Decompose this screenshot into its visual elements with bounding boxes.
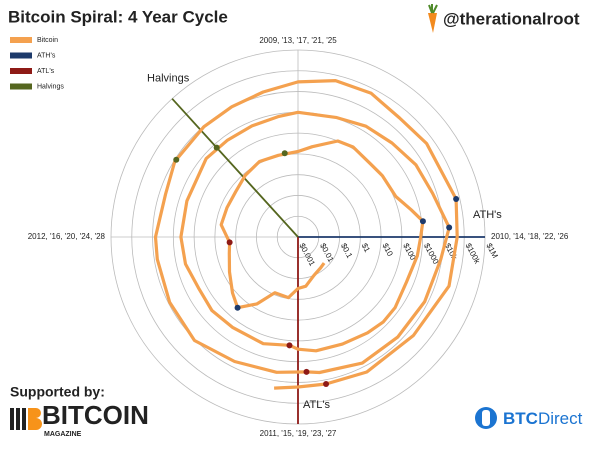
event-point — [453, 196, 460, 203]
event-point — [303, 368, 310, 375]
event-point — [226, 239, 233, 246]
legend-label: Halvings — [37, 83, 64, 90]
r-tick-label: $1 — [360, 242, 372, 255]
reference-label: Halvings — [147, 73, 190, 85]
r-tick-label: $10 — [380, 242, 394, 258]
angle-tick-label: 2012, '16, '20, '24, '28 — [28, 232, 106, 241]
legend-label: ATH's — [37, 52, 56, 59]
reference-label: ATH's — [473, 209, 502, 221]
legend-swatch — [10, 52, 32, 59]
r-tick-label: $1000 — [422, 242, 441, 266]
event-point — [446, 224, 453, 231]
legend-label: Bitcoin — [37, 37, 58, 44]
event-point — [173, 156, 180, 163]
sponsor2-rest: Direct — [538, 409, 583, 428]
r-tick-label: $0.001 — [297, 242, 317, 268]
event-point — [234, 304, 241, 311]
sponsor-sub: MAGAZINE — [44, 431, 82, 438]
chart-title: Bitcoin Spiral: 4 Year Cycle — [8, 7, 228, 26]
event-point — [213, 144, 220, 151]
event-point — [286, 342, 293, 349]
bitcoin-magazine-icon — [10, 408, 42, 430]
angle-tick-label: 2009, '13, '17, '21, '25 — [259, 36, 337, 45]
r-tick-label: $1M — [484, 242, 499, 260]
legend-swatch — [10, 68, 32, 74]
r-tick-label: $0.01 — [318, 242, 336, 264]
sponsor-name: BITCOIN — [42, 400, 149, 430]
reference-label: ATL's — [303, 399, 330, 411]
sponsor2-bold: BTC — [503, 409, 538, 428]
event-point — [281, 150, 288, 157]
carrot-icon — [428, 4, 438, 33]
legend-swatch — [10, 83, 32, 90]
sponsor2: BTCDirect — [503, 409, 583, 428]
legend-label: ATL's — [37, 68, 55, 75]
price-spiral — [153, 79, 459, 390]
r-tick-label: $0.1 — [339, 242, 355, 260]
legend-swatch — [10, 37, 32, 43]
event-point — [323, 381, 330, 388]
angle-tick-label: 2010, '14, '18, '22, '26 — [491, 232, 569, 241]
event-point — [419, 218, 426, 225]
handle: @therationalroot — [443, 9, 580, 28]
angle-tick-label: 2011, '15, '19, '23, '27 — [260, 429, 337, 438]
reference-line — [171, 98, 299, 238]
r-tick-label: $100k — [464, 242, 483, 266]
supported-by: Supported by: — [10, 384, 105, 400]
btcdirect-icon — [475, 407, 497, 429]
